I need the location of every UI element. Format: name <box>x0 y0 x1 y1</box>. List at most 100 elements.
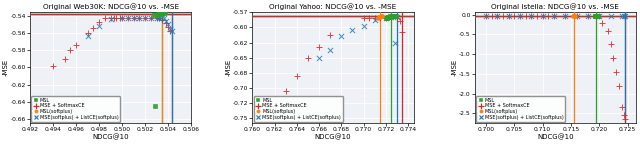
Point <box>569 15 579 18</box>
Point <box>481 15 492 18</box>
Point <box>375 16 385 18</box>
Point <box>385 15 396 18</box>
Point <box>134 16 145 19</box>
Point <box>583 15 593 18</box>
Point <box>538 15 548 18</box>
Point <box>154 17 164 20</box>
Point <box>152 14 162 16</box>
Point <box>376 15 387 18</box>
Point <box>590 15 600 18</box>
Point <box>498 15 508 18</box>
Point <box>397 31 408 33</box>
Point <box>159 12 169 14</box>
Point <box>395 20 405 22</box>
Point <box>504 15 514 18</box>
Point <box>161 22 171 24</box>
Point <box>591 15 602 18</box>
Point <box>146 16 156 19</box>
Legend: MSL, MSE + SoftmaxCE, MSL(softplus), MSE(softplus) + ListCE(softplus): MSL, MSE + SoftmaxCE, MSL(softplus), MSE… <box>31 96 120 122</box>
Point <box>117 16 127 19</box>
Point <box>348 29 358 32</box>
Point <box>100 17 110 20</box>
Point <box>280 90 291 92</box>
X-axis label: NDCG@10: NDCG@10 <box>537 134 573 140</box>
Point <box>163 26 173 28</box>
Point <box>134 16 145 19</box>
Point <box>117 16 127 19</box>
Point <box>614 85 624 87</box>
Point <box>94 21 104 23</box>
Point <box>146 16 156 19</box>
Point <box>325 33 335 36</box>
Point <box>532 15 542 18</box>
Y-axis label: -MSE: -MSE <box>3 59 9 76</box>
Point <box>583 15 593 18</box>
Point <box>374 16 384 18</box>
Point <box>123 16 133 19</box>
Point <box>608 57 618 59</box>
Point <box>153 13 163 15</box>
Point <box>593 15 603 18</box>
X-axis label: NDCG@10: NDCG@10 <box>92 134 129 140</box>
Point <box>390 41 400 44</box>
Point <box>375 16 385 19</box>
Point <box>515 15 525 18</box>
Point <box>384 16 394 18</box>
Point <box>486 15 497 18</box>
Point <box>152 16 162 19</box>
Point <box>381 17 391 20</box>
Point <box>605 43 616 46</box>
Point <box>154 16 164 19</box>
Point <box>592 15 602 18</box>
Point <box>386 16 396 18</box>
Point <box>156 16 166 19</box>
Point <box>163 23 173 26</box>
Point <box>390 15 401 17</box>
Point <box>611 71 621 73</box>
Point <box>378 15 388 18</box>
Point <box>65 49 76 51</box>
Point <box>269 105 280 107</box>
Point <box>605 15 616 18</box>
Point <box>515 15 525 18</box>
Point <box>106 17 116 20</box>
Point <box>292 75 302 77</box>
Point <box>109 17 119 20</box>
Point <box>150 105 161 107</box>
Point <box>369 19 380 21</box>
Point <box>572 15 582 18</box>
Point <box>382 16 392 19</box>
Point <box>154 12 164 14</box>
Point <box>509 15 520 18</box>
Point <box>358 24 369 27</box>
Point <box>492 15 502 18</box>
Point <box>526 15 536 18</box>
Point <box>617 15 627 18</box>
Point <box>369 16 380 19</box>
Title: Original Istella: NDCG@10 vs. -MSE: Original Istella: NDCG@10 vs. -MSE <box>492 3 620 10</box>
Point <box>569 15 579 18</box>
Point <box>161 20 171 22</box>
Point <box>620 15 630 18</box>
Point <box>560 15 570 18</box>
Point <box>157 19 168 21</box>
Point <box>152 16 162 19</box>
Point <box>129 16 139 19</box>
Point <box>549 15 559 18</box>
Point <box>165 30 175 32</box>
Point <box>336 35 346 37</box>
Point <box>83 32 93 34</box>
Point <box>140 16 150 19</box>
Point <box>543 15 554 18</box>
Point <box>60 58 70 60</box>
Point <box>115 16 125 19</box>
Point <box>589 15 600 18</box>
Point <box>165 28 175 30</box>
Point <box>373 16 383 19</box>
Point <box>620 118 630 120</box>
Point <box>325 49 335 52</box>
Point <box>364 16 374 19</box>
Point <box>149 14 159 16</box>
Point <box>504 15 514 18</box>
Point <box>48 64 58 67</box>
